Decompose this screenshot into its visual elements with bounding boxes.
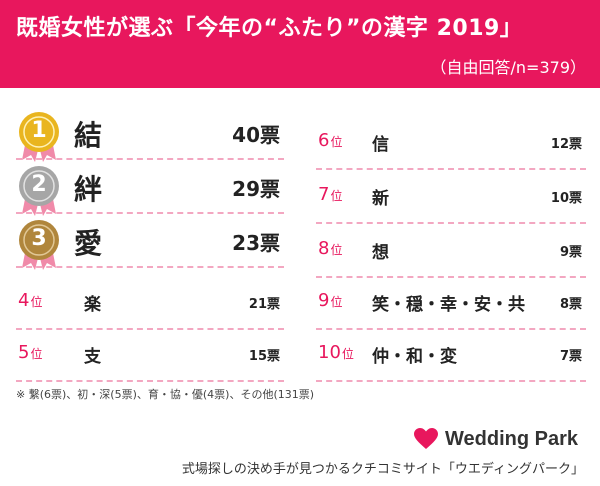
- brand-tagline: 式場探しの決め手が見つかるクチコミサイト「ウエディングパーク」: [181, 462, 584, 477]
- dashed-divider: [16, 266, 284, 268]
- vote-count: 8票: [559, 297, 582, 312]
- page-title: 既婚女性が選ぶ「今年の“ふたり”の漢字 2019」: [16, 16, 523, 41]
- rank-number: 7: [318, 184, 330, 205]
- dashed-divider: [316, 222, 586, 224]
- vote-count: 12票: [550, 137, 582, 152]
- vote-count: 10票: [550, 191, 582, 206]
- ranking-row-10: 10位 仲・和・変 7票: [316, 328, 586, 384]
- rank-number: 10: [318, 342, 341, 363]
- rank-number: 8: [318, 238, 330, 259]
- vote-count: 23票: [232, 231, 280, 255]
- dashed-divider: [316, 380, 586, 382]
- rank-number: 9: [318, 290, 330, 311]
- rank-number: 3: [31, 226, 47, 251]
- kanji: 結: [74, 119, 103, 152]
- rank-number: 1: [31, 118, 47, 143]
- vote-count: 9票: [559, 245, 582, 260]
- ranking-row-2: 2 絆 29票: [16, 160, 284, 216]
- vote-count: 21票: [248, 297, 280, 312]
- kanji: 新: [372, 189, 389, 209]
- rank-unit: 位: [330, 135, 343, 149]
- footnote: ※ 繋(6票)、初・深(5票)、育・協・優(4票)、その他(131票): [16, 388, 315, 401]
- ranking-row-4: 4位 楽 21票: [16, 276, 284, 332]
- rank-unit: 位: [30, 347, 43, 361]
- kanji: 楽: [84, 295, 101, 315]
- rank-unit: 位: [30, 295, 43, 309]
- silver-medal-icon: [19, 166, 59, 216]
- kanji: 愛: [74, 227, 103, 260]
- heart-icon: [414, 428, 438, 449]
- brand-logo: Wedding Park: [413, 425, 578, 453]
- page-subtitle: （自由回答/n=379）: [430, 58, 586, 77]
- rank-unit: 位: [330, 189, 343, 203]
- header-banner: 既婚女性が選ぶ「今年の“ふたり”の漢字 2019」 （自由回答/n=379）: [0, 0, 600, 88]
- rank-unit: 位: [330, 295, 343, 309]
- rank-label: 10位: [318, 342, 354, 363]
- dashed-divider: [16, 380, 284, 382]
- kanji: 仲・和・変: [372, 347, 457, 367]
- rank-number: 2: [31, 172, 47, 197]
- rank-unit: 位: [341, 347, 354, 361]
- ranking-row-9: 9位 笑・穏・幸・安・共 8票: [316, 276, 586, 332]
- kanji: 想: [372, 243, 389, 263]
- vote-count: 15票: [248, 349, 280, 364]
- kanji: 笑・穏・幸・安・共: [372, 295, 525, 315]
- bronze-medal-icon: [19, 220, 59, 270]
- rank-label: 5位: [18, 342, 42, 363]
- gold-medal-icon: [19, 112, 59, 162]
- dashed-divider: [316, 276, 586, 278]
- dashed-divider: [316, 168, 586, 170]
- dashed-divider: [16, 328, 284, 330]
- rank-label: 8位: [318, 238, 342, 259]
- vote-count: 7票: [559, 349, 582, 364]
- rank-label: 7位: [318, 184, 342, 205]
- ranking-row-7: 7位 新 10票: [316, 170, 586, 226]
- ranking-row-5: 5位 支 15票: [16, 328, 284, 384]
- rank-number: 4: [18, 290, 30, 311]
- kanji: 絆: [74, 173, 103, 206]
- rank-unit: 位: [330, 243, 343, 257]
- kanji: 支: [84, 347, 101, 367]
- vote-count: 29票: [232, 177, 280, 201]
- rank-number: 5: [18, 342, 30, 363]
- rank-label: 9位: [318, 290, 342, 311]
- ranking-row-8: 8位 想 9票: [316, 224, 586, 280]
- rank-number: 6: [318, 130, 330, 151]
- rank-label: 6位: [318, 130, 342, 151]
- kanji: 信: [372, 135, 389, 155]
- dashed-divider: [316, 328, 586, 330]
- vote-count: 40票: [232, 123, 280, 147]
- brand-name: Wedding Park: [445, 427, 578, 450]
- ranking-row-3: 3 愛 23票: [16, 214, 284, 270]
- ranking-row-6: 6位 信 12票: [316, 116, 586, 172]
- dashed-divider: [16, 212, 284, 214]
- dashed-divider: [16, 158, 284, 160]
- ranking-row-1: 1 結 40票: [16, 106, 284, 162]
- rank-label: 4位: [18, 290, 42, 311]
